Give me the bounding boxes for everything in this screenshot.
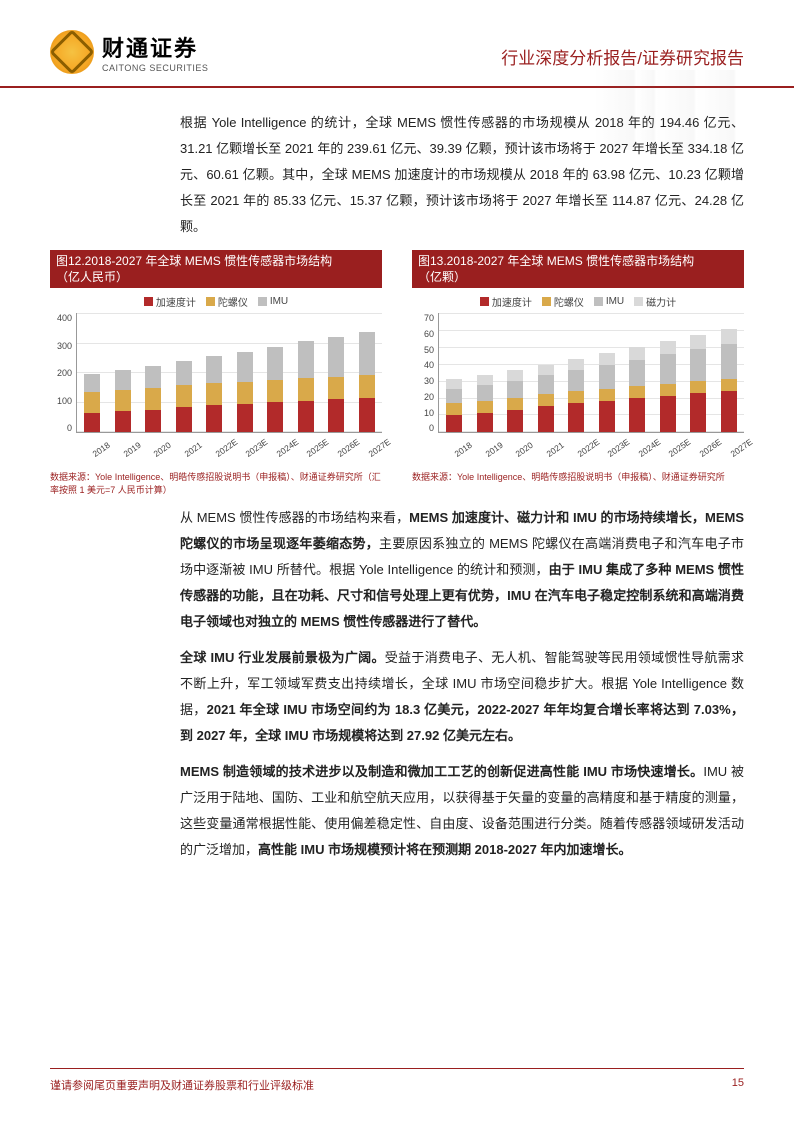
background-decoration [594,70,794,150]
logo-en: CAITONG SECURITIES [102,63,208,73]
chart1-legend: 加速度计陀螺仪 IMU [50,294,382,309]
chart2-title: 图13.2018-2027 年全球 MEMS 惯性传感器市场结构（亿颗） [412,250,744,288]
footer-disclaimer: 谨请参阅尾页重要声明及财通证券股票和行业评级标准 [50,1077,314,1093]
chart1-bars [76,313,382,433]
chart2-source: 数据来源：Yole Intelligence、明皓传感招股说明书（申报稿）、财通… [412,471,744,484]
page-number: 15 [732,1077,744,1093]
bar-column [176,361,192,433]
chart1-area: 加速度计陀螺仪 IMU 4003002001000 201820192020202… [50,288,382,455]
content: 根据 Yole Intelligence 的统计，全球 MEMS 惯性传感器的市… [0,88,794,863]
chart-left: 图12.2018-2027 年全球 MEMS 惯性传感器市场结构（亿人民币） 加… [50,250,382,497]
bar-column [298,341,314,432]
bar-column [145,366,161,433]
chart2-legend: 加速度计陀螺仪 IMU 磁力计 [412,294,744,309]
legend-item: 加速度计 [144,294,196,309]
para-2: 从 MEMS 惯性传感器的市场结构来看，MEMS 加速度计、磁力计和 IMU 的… [180,505,744,635]
para-4: MEMS 制造领域的技术进步以及制造和微加工工艺的创新促进高性能 IMU 市场快… [180,759,744,863]
logo-block: 财通证券 CAITONG SECURITIES [50,30,208,74]
bar-column [206,356,222,432]
legend-item: 磁力计 [634,294,676,309]
bar-column [446,379,462,432]
bar-column [267,347,283,433]
logo-cn: 财通证券 [102,31,208,63]
bar-column [328,337,344,433]
bar-column [599,353,615,433]
chart2-xaxis: 20182019202020212022E2023E2024E2025E2026… [438,435,744,453]
bar-column [629,347,645,433]
para-3: 全球 IMU 行业发展前景极为广阔。受益于消费电子、无人机、智能驾驶等民用领域惯… [180,645,744,749]
charts-row: 图12.2018-2027 年全球 MEMS 惯性传感器市场结构（亿人民币） 加… [50,250,744,497]
chart2-area: 加速度计陀螺仪 IMU 磁力计 706050403020100 2018201920… [412,288,744,455]
chart1-title: 图12.2018-2027 年全球 MEMS 惯性传感器市场结构（亿人民币） [50,250,382,288]
logo-icon [50,30,94,74]
legend-item: 加速度计 [480,294,532,309]
legend-item: 陀螺仪 [206,294,248,309]
chart2-yaxis: 706050403020100 [412,313,438,433]
bar-column [359,332,375,432]
bar-column [690,335,706,433]
legend-item: IMU [258,294,288,309]
report-title: 行业深度分析报告/证券研究报告 [501,44,744,69]
bar-column [568,359,584,433]
legend-item: 陀螺仪 [542,294,584,309]
bar-column [538,365,554,433]
bar-column [660,341,676,433]
chart1-source: 数据来源：Yole Intelligence、明皓传感招股说明书（申报稿）、财通… [50,471,382,496]
page-footer: 谨请参阅尾页重要声明及财通证券股票和行业评级标准 15 [50,1068,744,1093]
bar-column [237,352,253,433]
chart2-bars [438,313,744,433]
chart-right: 图13.2018-2027 年全球 MEMS 惯性传感器市场结构（亿颗） 加速度… [412,250,744,497]
chart1-yaxis: 4003002001000 [50,313,76,433]
bar-column [115,370,131,432]
bar-column [721,329,737,432]
legend-item: IMU [594,294,624,309]
chart1-xaxis: 20182019202020212022E2023E2024E2025E2026… [76,435,382,453]
bar-column [84,374,100,432]
bar-column [507,370,523,433]
bar-column [477,375,493,432]
